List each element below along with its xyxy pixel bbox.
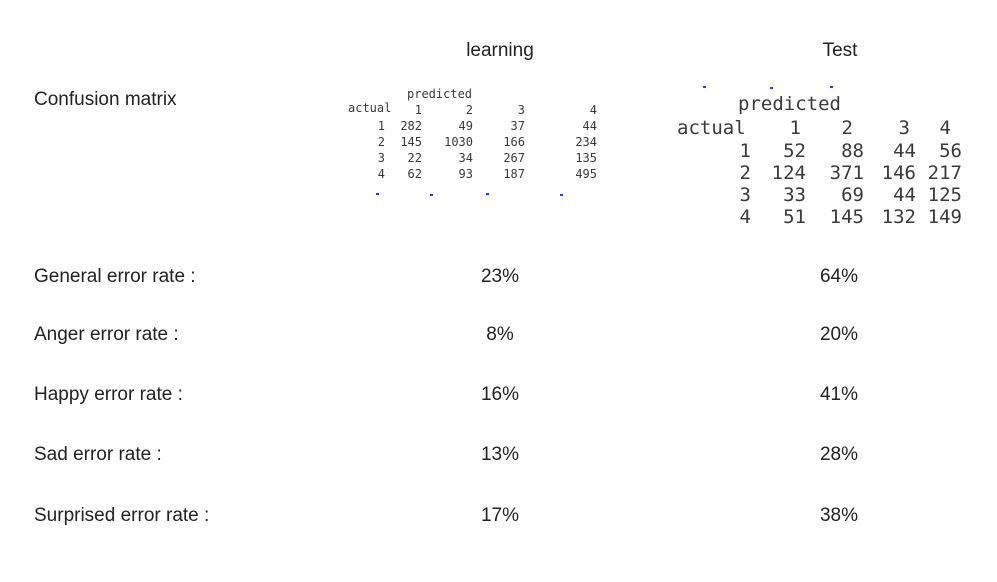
- matrix-cell: 93: [458, 167, 473, 181]
- predicted-label: predicted: [407, 87, 473, 101]
- happy-error-rate-test: 41%: [819, 384, 859, 405]
- column-header: 2: [841, 117, 853, 139]
- matrix-cell: 371: [829, 162, 864, 184]
- matrix-cell: 124: [771, 162, 806, 184]
- artifact-mark: [376, 193, 379, 195]
- matrix-cell: 62: [407, 167, 422, 181]
- anger-error-rate-test: 20%: [819, 324, 859, 345]
- matrix-cell: 125: [927, 184, 962, 206]
- surprised-error-rate-learning: 17%: [480, 505, 520, 526]
- matrix-cell: 149: [927, 206, 962, 228]
- matrix-cell: 44: [582, 119, 597, 133]
- actual-label: actual: [677, 117, 746, 139]
- anger-error-rate-label: Anger error rate :: [34, 324, 179, 345]
- happy-error-rate-learning: 16%: [480, 384, 520, 405]
- learning-column-header: learning: [466, 40, 534, 61]
- row-header: 3: [739, 184, 751, 206]
- surprised-error-rate-test: 38%: [819, 505, 859, 526]
- matrix-cell: 69: [841, 184, 864, 206]
- predicted-label: predicted: [738, 93, 841, 115]
- row-header: 4: [739, 206, 751, 228]
- matrix-cell: 34: [458, 151, 473, 165]
- artifact-mark: [830, 86, 833, 88]
- matrix-cell: 51: [783, 206, 806, 228]
- row-header: 3: [377, 151, 385, 165]
- matrix-cell: 22: [407, 151, 422, 165]
- column-header: 4: [589, 103, 597, 117]
- general-error-rate-learning: 23%: [480, 266, 520, 287]
- row-header: 1: [377, 119, 385, 133]
- matrix-cell: 166: [503, 135, 525, 149]
- matrix-cell: 267: [503, 151, 525, 165]
- matrix-cell: 52: [783, 140, 806, 162]
- row-header: 2: [377, 135, 385, 149]
- column-header: 1: [414, 103, 422, 117]
- matrix-cell: 33: [783, 184, 806, 206]
- matrix-cell: 187: [503, 167, 525, 181]
- matrix-cell: 145: [400, 135, 422, 149]
- matrix-cell: 217: [927, 162, 962, 184]
- matrix-cell: 282: [400, 119, 422, 133]
- sad-error-rate-test: 28%: [819, 444, 859, 465]
- matrix-cell: 37: [510, 119, 525, 133]
- row-header: 2: [739, 162, 751, 184]
- confusion-matrix-label: Confusion matrix: [34, 89, 177, 110]
- matrix-cell: 234: [575, 135, 597, 149]
- matrix-cell: 56: [939, 140, 962, 162]
- artifact-mark: [486, 193, 489, 195]
- matrix-cell: 145: [829, 206, 864, 228]
- artifact-mark: [703, 86, 706, 88]
- matrix-cell: 146: [881, 162, 916, 184]
- matrix-cell: 495: [575, 167, 597, 181]
- artifact-mark: [560, 194, 563, 196]
- matrix-cell: 44: [893, 140, 916, 162]
- matrix-cell: 88: [841, 140, 864, 162]
- learning-confusion-matrix: predicted actual 1 2 3 4 1 282 49 37 44 …: [340, 88, 610, 198]
- test-column-header: Test: [822, 40, 858, 61]
- row-header: 1: [739, 140, 751, 162]
- actual-label: actual: [348, 101, 392, 115]
- sad-error-rate-label: Sad error rate :: [34, 444, 162, 465]
- column-header: 3: [517, 103, 525, 117]
- column-header: 2: [465, 103, 473, 117]
- artifact-mark: [770, 87, 773, 89]
- test-confusion-matrix: predicted actual 1 2 3 4 1 52 88 44 56 2…: [670, 86, 970, 236]
- matrix-cell: 132: [881, 206, 916, 228]
- column-header: 4: [939, 117, 951, 139]
- matrix-cell: 44: [893, 184, 916, 206]
- column-header: 1: [789, 117, 801, 139]
- artifact-mark: [430, 194, 433, 196]
- surprised-error-rate-label: Surprised error rate :: [34, 505, 210, 526]
- happy-error-rate-label: Happy error rate :: [34, 384, 183, 405]
- anger-error-rate-learning: 8%: [486, 324, 514, 345]
- sad-error-rate-learning: 13%: [480, 444, 520, 465]
- matrix-cell: 1030: [444, 135, 473, 149]
- column-header: 3: [898, 117, 910, 139]
- general-error-rate-test: 64%: [819, 266, 859, 287]
- row-header: 4: [377, 167, 385, 181]
- matrix-cell: 135: [575, 151, 597, 165]
- general-error-rate-label: General error rate :: [34, 266, 196, 287]
- matrix-cell: 49: [458, 119, 473, 133]
